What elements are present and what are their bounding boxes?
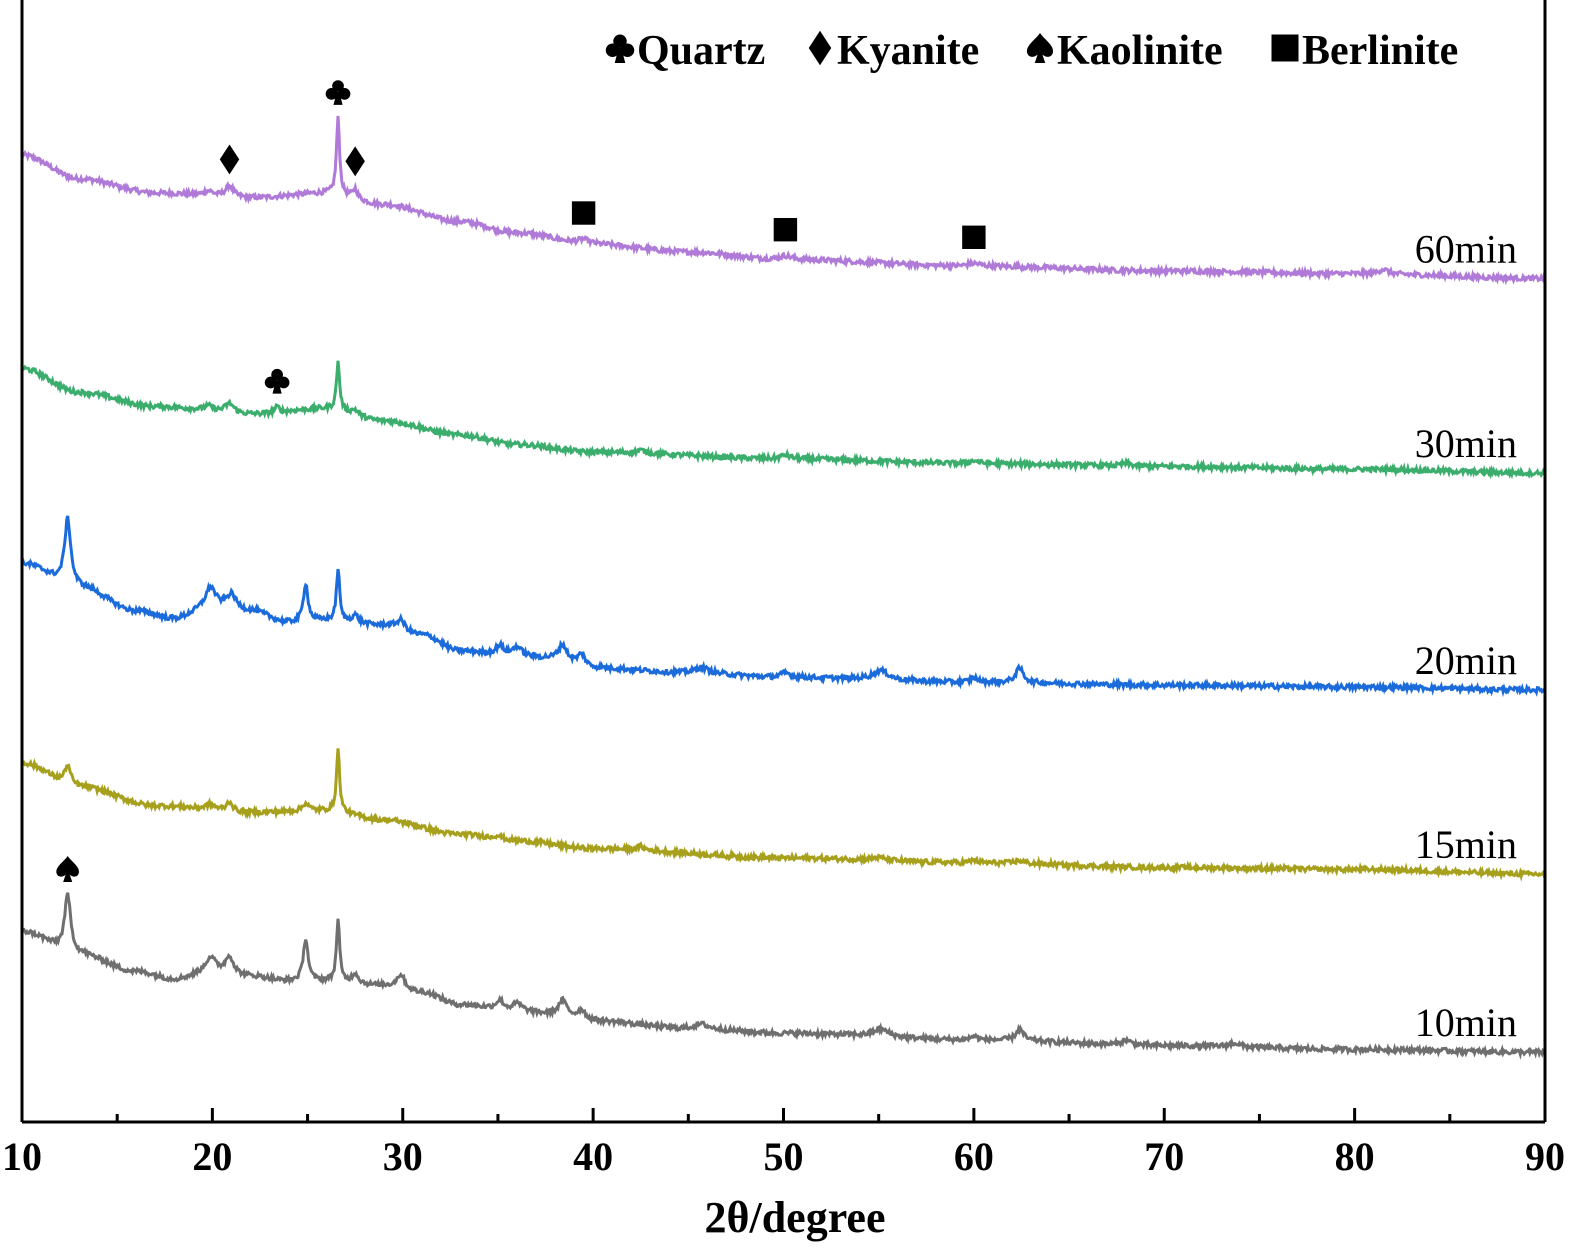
x-axis-title: 2θ/degree (705, 1193, 886, 1242)
series-layer: 60min 30min 20min 15min 10min (20, 115, 1547, 1060)
peak-marker-diamond-0 (219, 144, 240, 175)
series-line-15min (21, 748, 1547, 882)
legend-label: Kyanite (837, 28, 979, 74)
legend-label: Kaolinite (1057, 28, 1223, 74)
peak-marker-diamond-2 (345, 146, 365, 177)
x-tick-label: 30 (383, 1134, 423, 1179)
x-tick-label: 20 (192, 1134, 232, 1179)
series-label-20min: 20min (1415, 638, 1517, 683)
series-label-60min: 60min (1415, 227, 1517, 272)
x-tick-label: 50 (764, 1134, 804, 1179)
peak-marker-square-3 (571, 201, 596, 225)
peak-marker-spade-7 (56, 855, 80, 882)
legend-symbol-square (1271, 34, 1299, 62)
peak-marker-club-1 (325, 80, 351, 105)
series-label-10min: 10min (1415, 1000, 1517, 1045)
x-tick-label: 70 (1144, 1134, 1184, 1179)
series-label-30min: 30min (1415, 421, 1517, 466)
series-line-60min (20, 115, 1547, 286)
x-tick-label: 10 (2, 1134, 42, 1179)
series-label-15min: 15min (1415, 822, 1517, 867)
x-tick-label: 90 (1525, 1134, 1565, 1179)
legend-symbol-club (605, 34, 635, 63)
legend-item-kaolinite: Kaolinite (1026, 28, 1223, 74)
legend-symbol-diamond (808, 30, 832, 66)
legend-label: Quartz (637, 28, 765, 74)
axis-layer: 10 20 30 40 50 60 70 80 90 (2, 0, 1565, 1179)
peak-marker-club-6 (264, 368, 290, 394)
legend-item-quartz: Quartz (605, 28, 765, 74)
x-tick-label: 40 (573, 1134, 613, 1179)
x-tick-label: 60 (954, 1134, 994, 1179)
legend-item-kyanite: Kyanite (808, 28, 979, 74)
series-line-10min (21, 892, 1547, 1060)
legend-item-berlinite: Berlinite (1271, 28, 1458, 74)
x-tick-label: 80 (1335, 1134, 1375, 1179)
annotation-layer (56, 80, 986, 882)
peak-marker-square-5 (962, 225, 986, 249)
series-line-30min (21, 360, 1547, 480)
peak-marker-square-4 (773, 217, 798, 242)
legend: Quartz Kyanite Kaolinite Berlinite (605, 28, 1458, 74)
legend-label: Berlinite (1302, 28, 1458, 74)
series-line-20min (20, 515, 1547, 698)
legend-symbol-spade (1026, 33, 1054, 63)
